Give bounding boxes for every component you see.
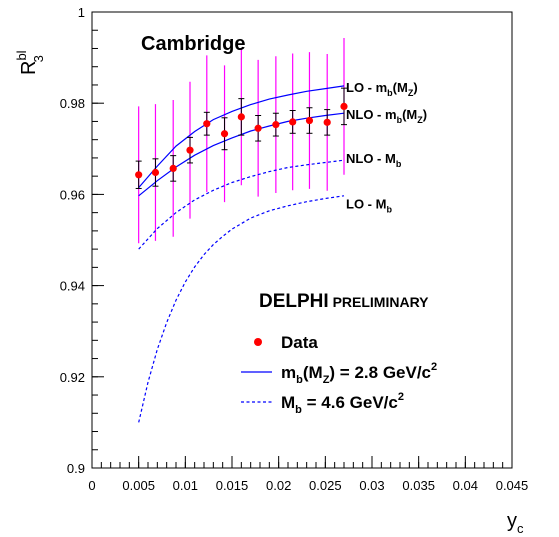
x-tick-label: 0.01 [173, 478, 198, 493]
y-tick-label: 0.9 [67, 461, 85, 476]
axes: 0 0.005 0.01 0.015 0.02 0.025 0.03 0.035 0.04 0.0… [14, 5, 528, 536]
curve-label-mid: (M [402, 107, 417, 122]
y-axis-label-sup: bl [14, 50, 29, 60]
data-point [272, 121, 280, 129]
curve-label-mid: (M [393, 80, 408, 95]
data-point [237, 113, 245, 121]
y-tick-label: 0.92 [60, 370, 85, 385]
curve-label: LO - Mb [346, 197, 392, 215]
legend-entry-sub2: Z [323, 374, 330, 386]
curve-label-sub2: Z [408, 88, 414, 98]
data-point [151, 168, 160, 177]
legend-entry-mid: (M [303, 363, 323, 382]
data-point [254, 124, 262, 132]
legend-entry-sub: b [296, 374, 303, 386]
curve-label: NLO - mb(MZ) [346, 107, 427, 125]
legend-entry: mb(MZ) = 2.8 GeV/c2 [281, 361, 437, 386]
corner-label: Cambridge [141, 33, 245, 55]
curve-label-end: ) [423, 107, 427, 122]
legend-entry-end: = 4.6 GeV/c [302, 393, 398, 412]
x-tick-label: 0.035 [402, 478, 435, 493]
legend-entry-sup: 2 [431, 361, 437, 373]
x-tick-label: 0 [88, 478, 95, 493]
curve-label: LO - mb(MZ) [346, 80, 418, 98]
legend-marker-dot [254, 338, 262, 346]
data-points [135, 102, 348, 179]
x-axis-label: yc [507, 510, 524, 536]
plot-frame [91, 11, 513, 469]
legend-entry: Mb = 4.6 GeV/c2 [281, 391, 404, 416]
data-point [203, 120, 211, 128]
y-tick-label: 0.96 [60, 187, 85, 202]
x-tick-label: 0.02 [266, 478, 291, 493]
legend-entry: Data [281, 333, 318, 352]
y-axis-label-sub: 3 [31, 55, 46, 62]
legend-entry-sub: b [295, 404, 302, 416]
x-tick-label: 0.045 [496, 478, 529, 493]
curve-label-end: ) [413, 80, 417, 95]
data-point [305, 116, 314, 125]
sys-error-bars [138, 37, 345, 244]
data-point [169, 164, 177, 173]
curve-label-sub: b [386, 205, 392, 215]
curve-label-text: NLO - m [346, 107, 397, 122]
x-tick-label: 0.04 [453, 478, 478, 493]
legend-entry-text: M [281, 393, 295, 412]
curve-label: NLO - Mb [346, 151, 402, 169]
y-axis-label-base: R [18, 61, 40, 75]
x-tick-label: 0.03 [359, 478, 384, 493]
y-tick-label: 1 [78, 5, 85, 20]
experiment-label-secondary: PRELIMINARY [329, 294, 429, 310]
data-point [340, 102, 348, 110]
curve-label-text: LO - m [346, 80, 387, 95]
legend-entry-end: ) = 2.8 GeV/c [329, 363, 431, 382]
legend-entry-text: m [281, 363, 296, 382]
data-point [289, 118, 297, 126]
x-tick-label: 0.015 [216, 478, 249, 493]
x-tick-label: 0.025 [309, 478, 342, 493]
dashed-curve [138, 195, 345, 423]
experiment-label-main: DELPHI [259, 291, 329, 312]
x-tick-label: 0.005 [122, 478, 155, 493]
curve-label-sub: b [397, 115, 403, 125]
data-point [220, 130, 229, 138]
curve-label-text: NLO - M [346, 151, 396, 166]
curve-label-text: LO - M [346, 197, 386, 212]
data-point [323, 118, 331, 126]
data-point [186, 146, 194, 154]
legend-entry-text: Data [281, 333, 318, 352]
curve-label-sub: b [387, 88, 393, 98]
x-axis-label-sub: c [517, 521, 524, 536]
y-tick-label: 0.98 [60, 96, 85, 111]
legend-entry-sup: 2 [398, 391, 404, 403]
data-point [135, 171, 143, 179]
y-tick-label: 0.94 [60, 279, 85, 294]
x-axis-label-base: y [507, 510, 517, 532]
curve-label-sub2: Z [417, 115, 423, 125]
curve-label-sub: b [396, 159, 402, 169]
experiment-label: DELPHI PRELIMINARY [259, 291, 429, 312]
y-axis-label: Rbl 3 [14, 50, 46, 75]
